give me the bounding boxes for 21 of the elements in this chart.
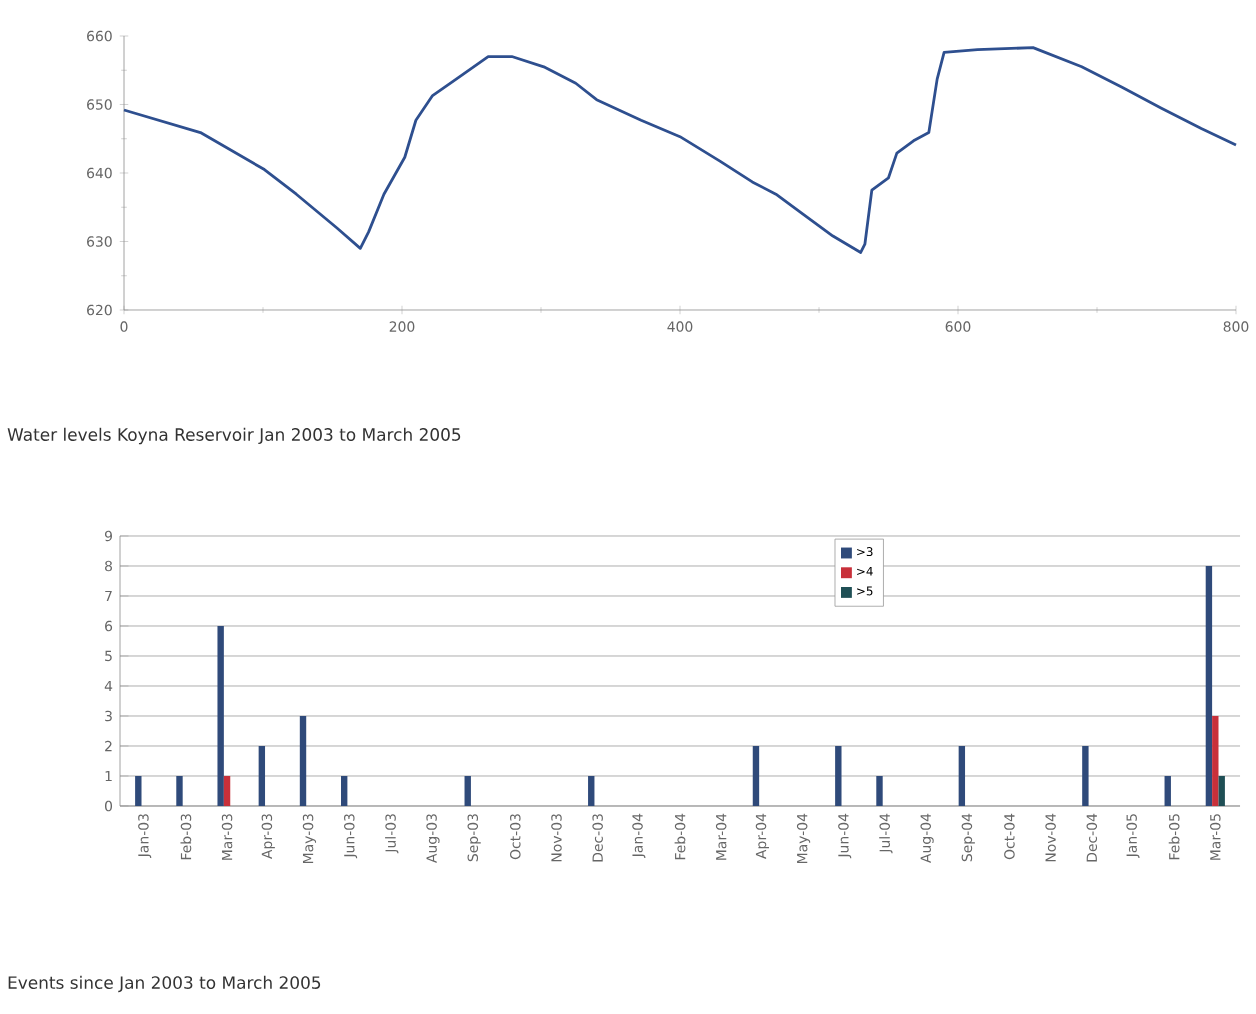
bar xyxy=(258,745,266,806)
bar xyxy=(340,775,348,806)
bar xyxy=(588,775,595,806)
bar xyxy=(464,775,471,806)
bar xyxy=(223,775,231,806)
bar xyxy=(876,775,883,806)
bar xyxy=(176,775,183,806)
bar xyxy=(1164,775,1171,806)
bar xyxy=(217,625,224,806)
bar xyxy=(835,745,842,806)
bar xyxy=(1212,715,1219,806)
line-series xyxy=(122,46,1238,254)
bar xyxy=(1082,745,1089,806)
bar xyxy=(958,745,966,806)
bar xyxy=(299,715,307,806)
bar xyxy=(135,775,142,806)
bar xyxy=(1205,565,1213,806)
text: Events since Jan 2003 to March 2005 xyxy=(8,975,321,993)
text: Water levels Koyna Reservoir Jan 2003 to March 2005 xyxy=(7,427,461,445)
bar xyxy=(752,745,760,806)
bar xyxy=(1218,775,1225,806)
